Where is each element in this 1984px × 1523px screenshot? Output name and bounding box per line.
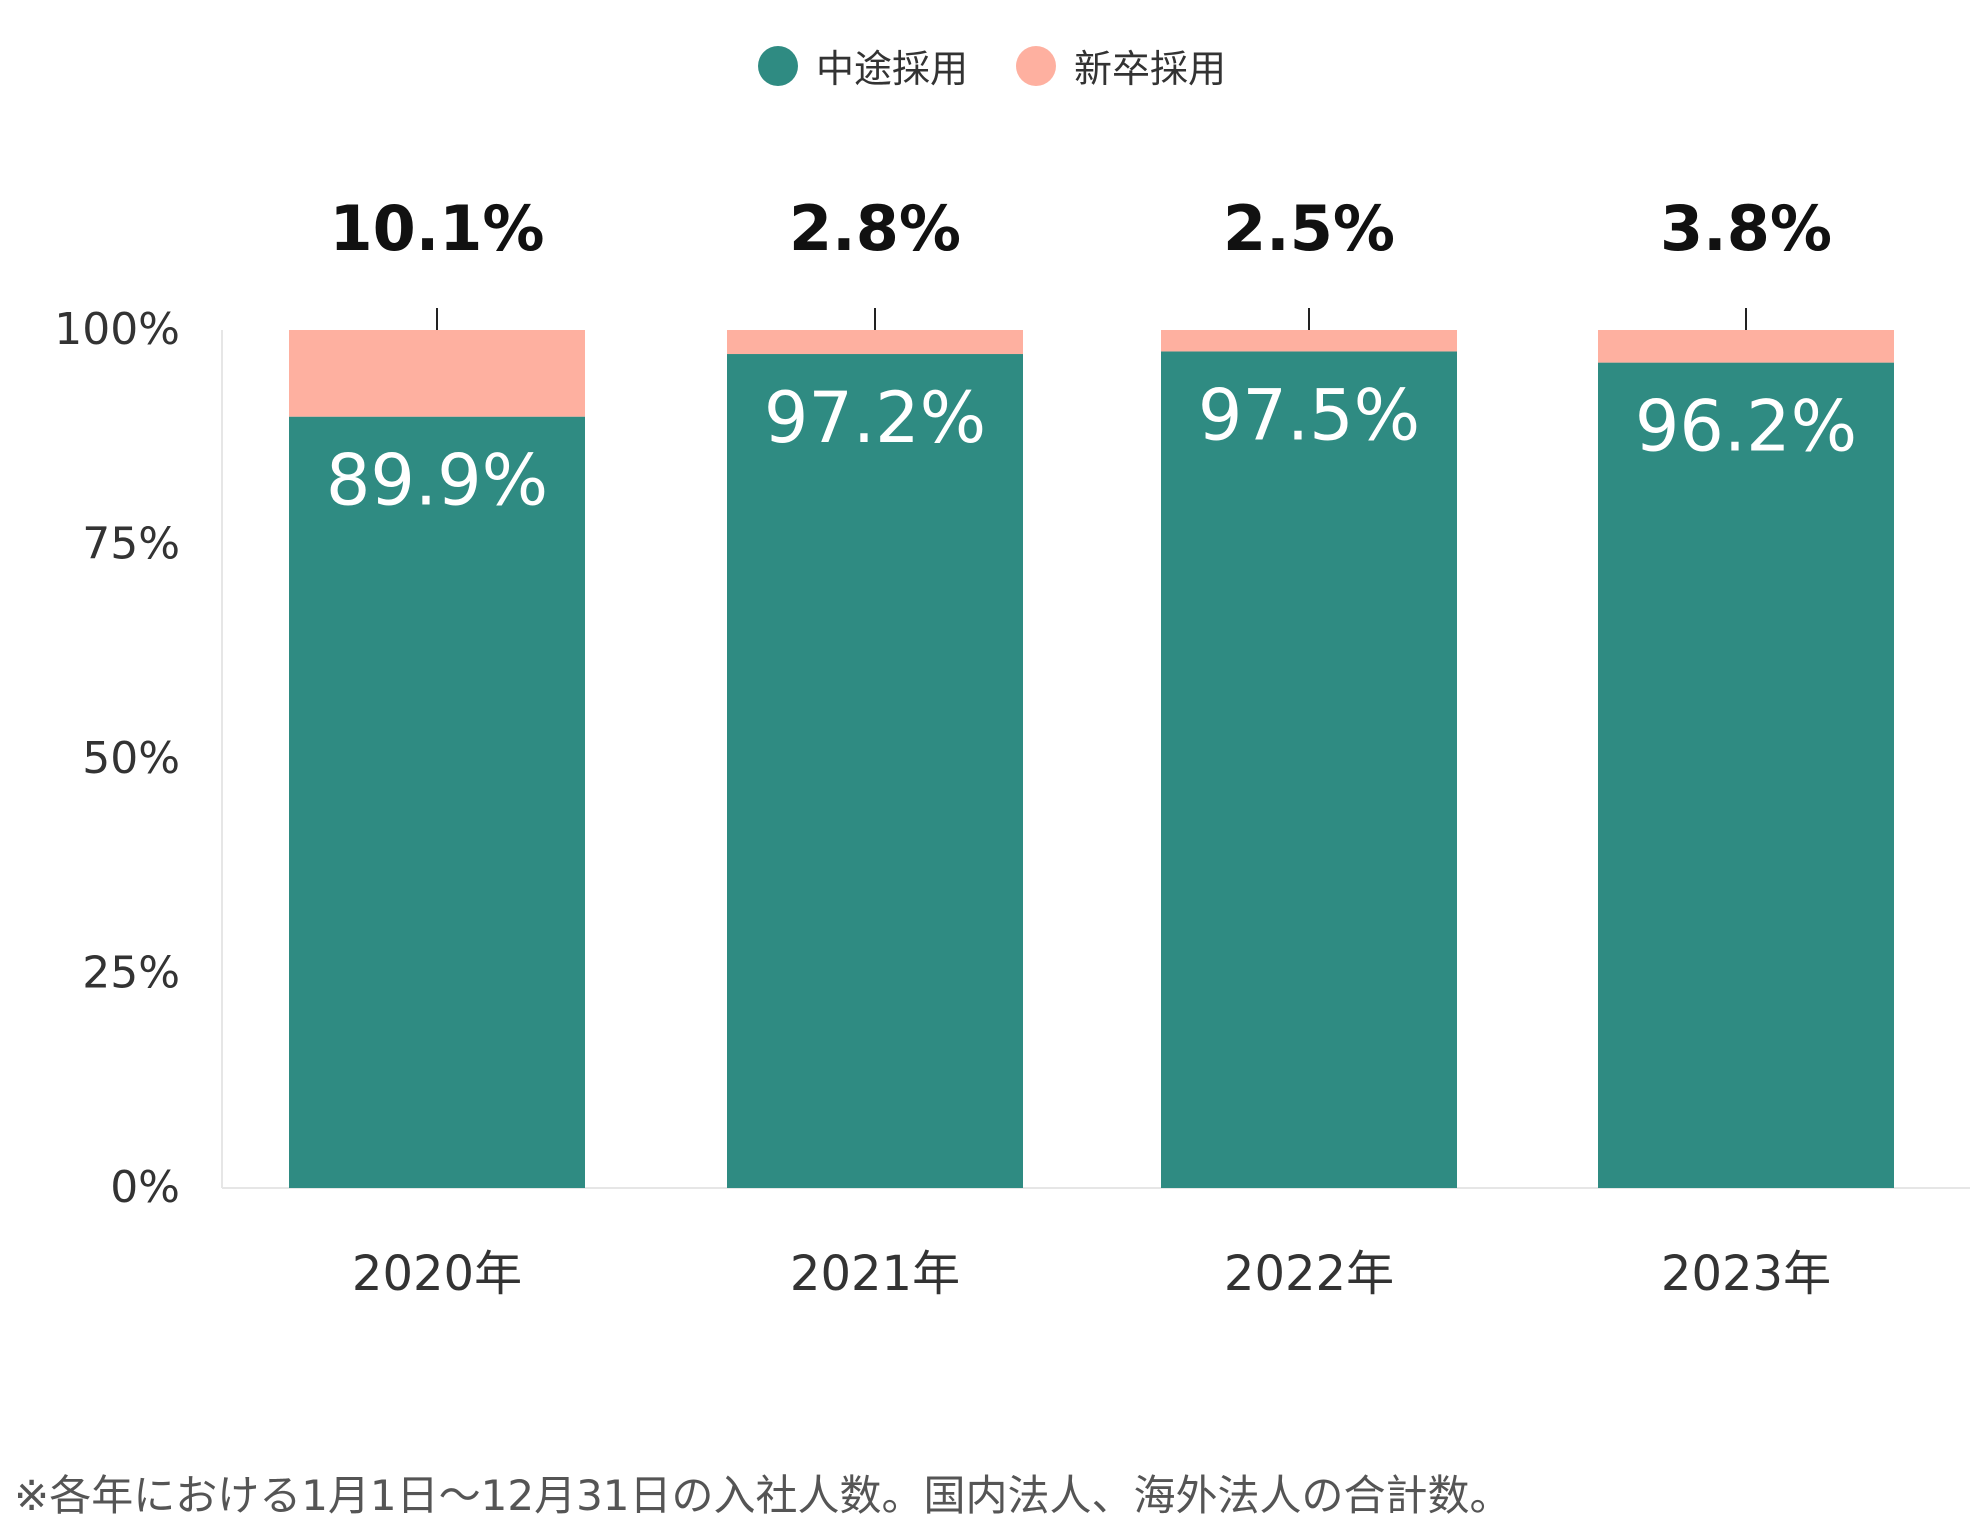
y-tick-label: 100% bbox=[54, 304, 180, 355]
bar-new-grad bbox=[1598, 330, 1894, 363]
x-tick-label: 2020年 bbox=[352, 1246, 522, 1302]
data-label-new-grad: 10.1% bbox=[329, 192, 544, 265]
x-tick-label: 2023年 bbox=[1661, 1246, 1831, 1302]
bar-mid-career bbox=[1161, 351, 1457, 1188]
data-label-new-grad: 2.5% bbox=[1223, 192, 1395, 265]
bar-mid-career bbox=[1598, 362, 1894, 1188]
legend-label-new-grad: 新卒採用 bbox=[1074, 47, 1227, 91]
footnote: ※各年における1月1日〜12月31日の入社人数。国内法人、海外法人の合計数。 bbox=[14, 1471, 1512, 1520]
y-tick-label: 75% bbox=[82, 519, 180, 570]
legend-item-new-grad: 新卒採用 bbox=[1016, 38, 1226, 93]
bar-mid-career bbox=[289, 416, 585, 1189]
legend-swatch-new-grad bbox=[1016, 45, 1056, 86]
data-label-mid-career: 96.2% bbox=[1635, 386, 1857, 468]
data-label-new-grad: 3.8% bbox=[1660, 192, 1832, 265]
bar-new-grad bbox=[289, 330, 585, 417]
legend-item-mid-career: 中途採用 bbox=[757, 38, 968, 93]
legend-swatch-mid-career bbox=[757, 45, 798, 86]
data-label-mid-career: 97.2% bbox=[764, 377, 986, 459]
data-label-new-grad: 2.8% bbox=[789, 192, 961, 265]
bar-mid-career bbox=[727, 354, 1023, 1188]
x-tick-label: 2022年 bbox=[1224, 1246, 1394, 1302]
legend: 中途採用 新卒採用 bbox=[0, 38, 1984, 93]
y-tick-label: 50% bbox=[82, 733, 180, 784]
data-label-mid-career: 97.5% bbox=[1198, 374, 1420, 456]
data-label-mid-career: 89.9% bbox=[326, 440, 548, 522]
bar-new-grad bbox=[727, 330, 1023, 355]
y-tick-label: 25% bbox=[82, 948, 180, 999]
legend-label-mid-career: 中途採用 bbox=[815, 47, 968, 91]
bar-new-grad bbox=[1161, 330, 1457, 352]
x-tick-label: 2021年 bbox=[790, 1246, 960, 1302]
y-tick-label: 0% bbox=[110, 1162, 180, 1213]
